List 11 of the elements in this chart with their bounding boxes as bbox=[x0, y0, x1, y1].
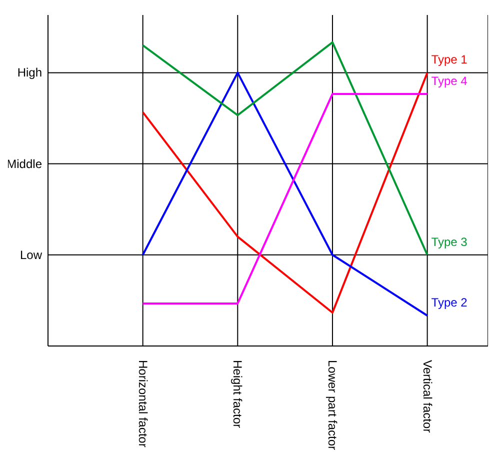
series-label: Type 2 bbox=[431, 296, 468, 310]
ref-line-label: Low bbox=[20, 248, 42, 262]
x-tick-label: Vertical factor bbox=[420, 360, 434, 433]
x-tick-label: Lower part factor bbox=[325, 360, 340, 450]
x-tick-label: Horizontal factor bbox=[136, 360, 150, 448]
x-tick-label: Height factor bbox=[230, 360, 245, 428]
ref-line-label: High bbox=[17, 66, 42, 80]
ref-line-label: Middle bbox=[6, 156, 42, 171]
series-label: Type 4 bbox=[431, 74, 468, 88]
series-label: Type 1 bbox=[431, 52, 468, 67]
series-label: Type 3 bbox=[431, 234, 468, 249]
